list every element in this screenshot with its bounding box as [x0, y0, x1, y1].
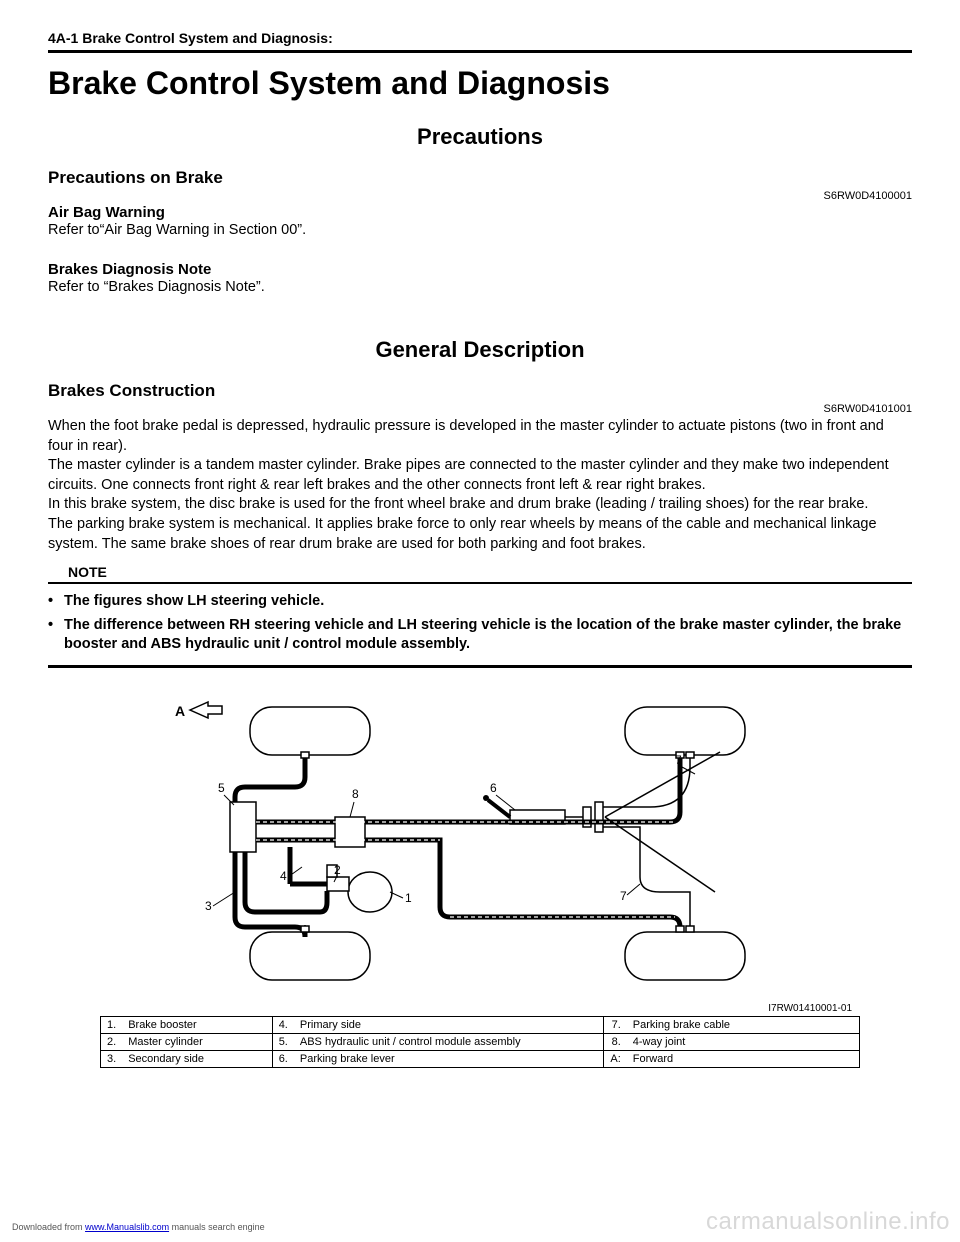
legend-label: Secondary side — [122, 1050, 272, 1067]
diagnote-text: Refer to “Brakes Diagnosis Note”. — [48, 278, 912, 298]
legend-num: 4. — [272, 1016, 294, 1033]
general-p2: The master cylinder is a tandem master c… — [48, 456, 912, 495]
note-list: The figures show LH steering vehicle. Th… — [48, 592, 912, 655]
forward-arrow-icon: A — [175, 702, 222, 719]
brake-system-svg: A — [130, 692, 830, 992]
master-cylinder-icon — [327, 877, 349, 891]
table-row: 1. Brake booster 4. Primary side 7. Park… — [101, 1016, 860, 1033]
general-p3: In this brake system, the disc brake is … — [48, 495, 912, 515]
footer-prefix: Downloaded from — [12, 1222, 85, 1232]
precautions-heading: Precautions — [48, 124, 912, 150]
wheel-fr-icon — [625, 707, 745, 755]
legend-num: 8. — [604, 1033, 627, 1050]
precautions-refcode: S6RW0D4100001 — [48, 190, 912, 202]
brake-diagram: A — [48, 692, 912, 997]
airbag-text: Refer to“Air Bag Warning in Section 00”. — [48, 221, 912, 241]
legend-table: 1. Brake booster 4. Primary side 7. Park… — [100, 1016, 860, 1068]
note-rule-top — [48, 582, 912, 584]
brakes-construction-heading: Brakes Construction — [48, 381, 912, 401]
note-bullet-2: The difference between RH steering vehic… — [48, 616, 912, 655]
precautions-subheading: Precautions on Brake — [48, 168, 912, 188]
footer-suffix: manuals search engine — [172, 1222, 265, 1232]
label-6: 6 — [490, 781, 497, 795]
footer-text: Downloaded from www.Manualslib.com manua… — [12, 1222, 265, 1232]
wheel-fl-icon — [250, 707, 370, 755]
page-title: Brake Control System and Diagnosis — [48, 65, 912, 102]
hydraulic-lines-icon — [235, 755, 680, 937]
header-rule — [48, 50, 912, 53]
table-row: 3. Secondary side 6. Parking brake lever… — [101, 1050, 860, 1067]
page-header: 4A-1 Brake Control System and Diagnosis: — [48, 30, 912, 50]
note-label: NOTE — [68, 564, 912, 580]
label-8: 8 — [352, 787, 359, 801]
legend-label: 4-way joint — [627, 1033, 860, 1050]
label-4: 4 — [280, 869, 287, 883]
general-refcode: S6RW0D4101001 — [48, 403, 912, 415]
legend-num: A: — [604, 1050, 627, 1067]
callouts: 5 8 6 7 7 4 3 2 1 — [205, 753, 695, 913]
general-p1: When the foot brake pedal is depressed, … — [48, 417, 912, 456]
label-2: 2 — [334, 863, 341, 877]
watermark: carmanualsonline.info — [706, 1208, 950, 1236]
label-A: A — [175, 703, 185, 719]
legend-num: 3. — [101, 1050, 123, 1067]
abs-unit-icon — [230, 802, 256, 852]
general-p4: The parking brake system is mechanical. … — [48, 515, 912, 554]
legend-num: 6. — [272, 1050, 294, 1067]
legend-num: 1. — [101, 1016, 123, 1033]
label-1: 1 — [405, 891, 412, 905]
pipe-centerline-icon — [256, 822, 675, 917]
legend-label: Parking brake lever — [294, 1050, 604, 1067]
legend-label: Parking brake cable — [627, 1016, 860, 1033]
cable-block-icon — [595, 802, 603, 832]
label-7b: 7 — [620, 889, 627, 903]
label-3: 3 — [205, 899, 212, 913]
parking-cable-icon — [565, 752, 720, 932]
wheel-rl-icon — [250, 932, 370, 980]
legend-num: 7. — [604, 1016, 627, 1033]
wheel-rr-icon — [625, 932, 745, 980]
legend-label: Master cylinder — [122, 1033, 272, 1050]
legend-label: Primary side — [294, 1016, 604, 1033]
brake-booster-icon — [348, 872, 392, 912]
diagram-code: I7RW01410001-01 — [48, 1003, 912, 1014]
legend-label: Brake booster — [122, 1016, 272, 1033]
note-bullet-1: The figures show LH steering vehicle. — [48, 592, 912, 612]
note-rule-bottom — [48, 665, 912, 668]
table-row: 2. Master cylinder 5. ABS hydraulic unit… — [101, 1033, 860, 1050]
diagnote-heading: Brakes Diagnosis Note — [48, 261, 912, 278]
general-heading: General Description — [48, 337, 912, 363]
legend-label: Forward — [627, 1050, 860, 1067]
legend-num: 2. — [101, 1033, 123, 1050]
legend-num: 5. — [272, 1033, 294, 1050]
footer-link[interactable]: www.Manualslib.com — [85, 1222, 169, 1232]
label-7a: 7 — [675, 753, 682, 767]
airbag-heading: Air Bag Warning — [48, 204, 912, 221]
label-5: 5 — [218, 781, 225, 795]
legend-label: ABS hydraulic unit / control module asse… — [294, 1033, 604, 1050]
